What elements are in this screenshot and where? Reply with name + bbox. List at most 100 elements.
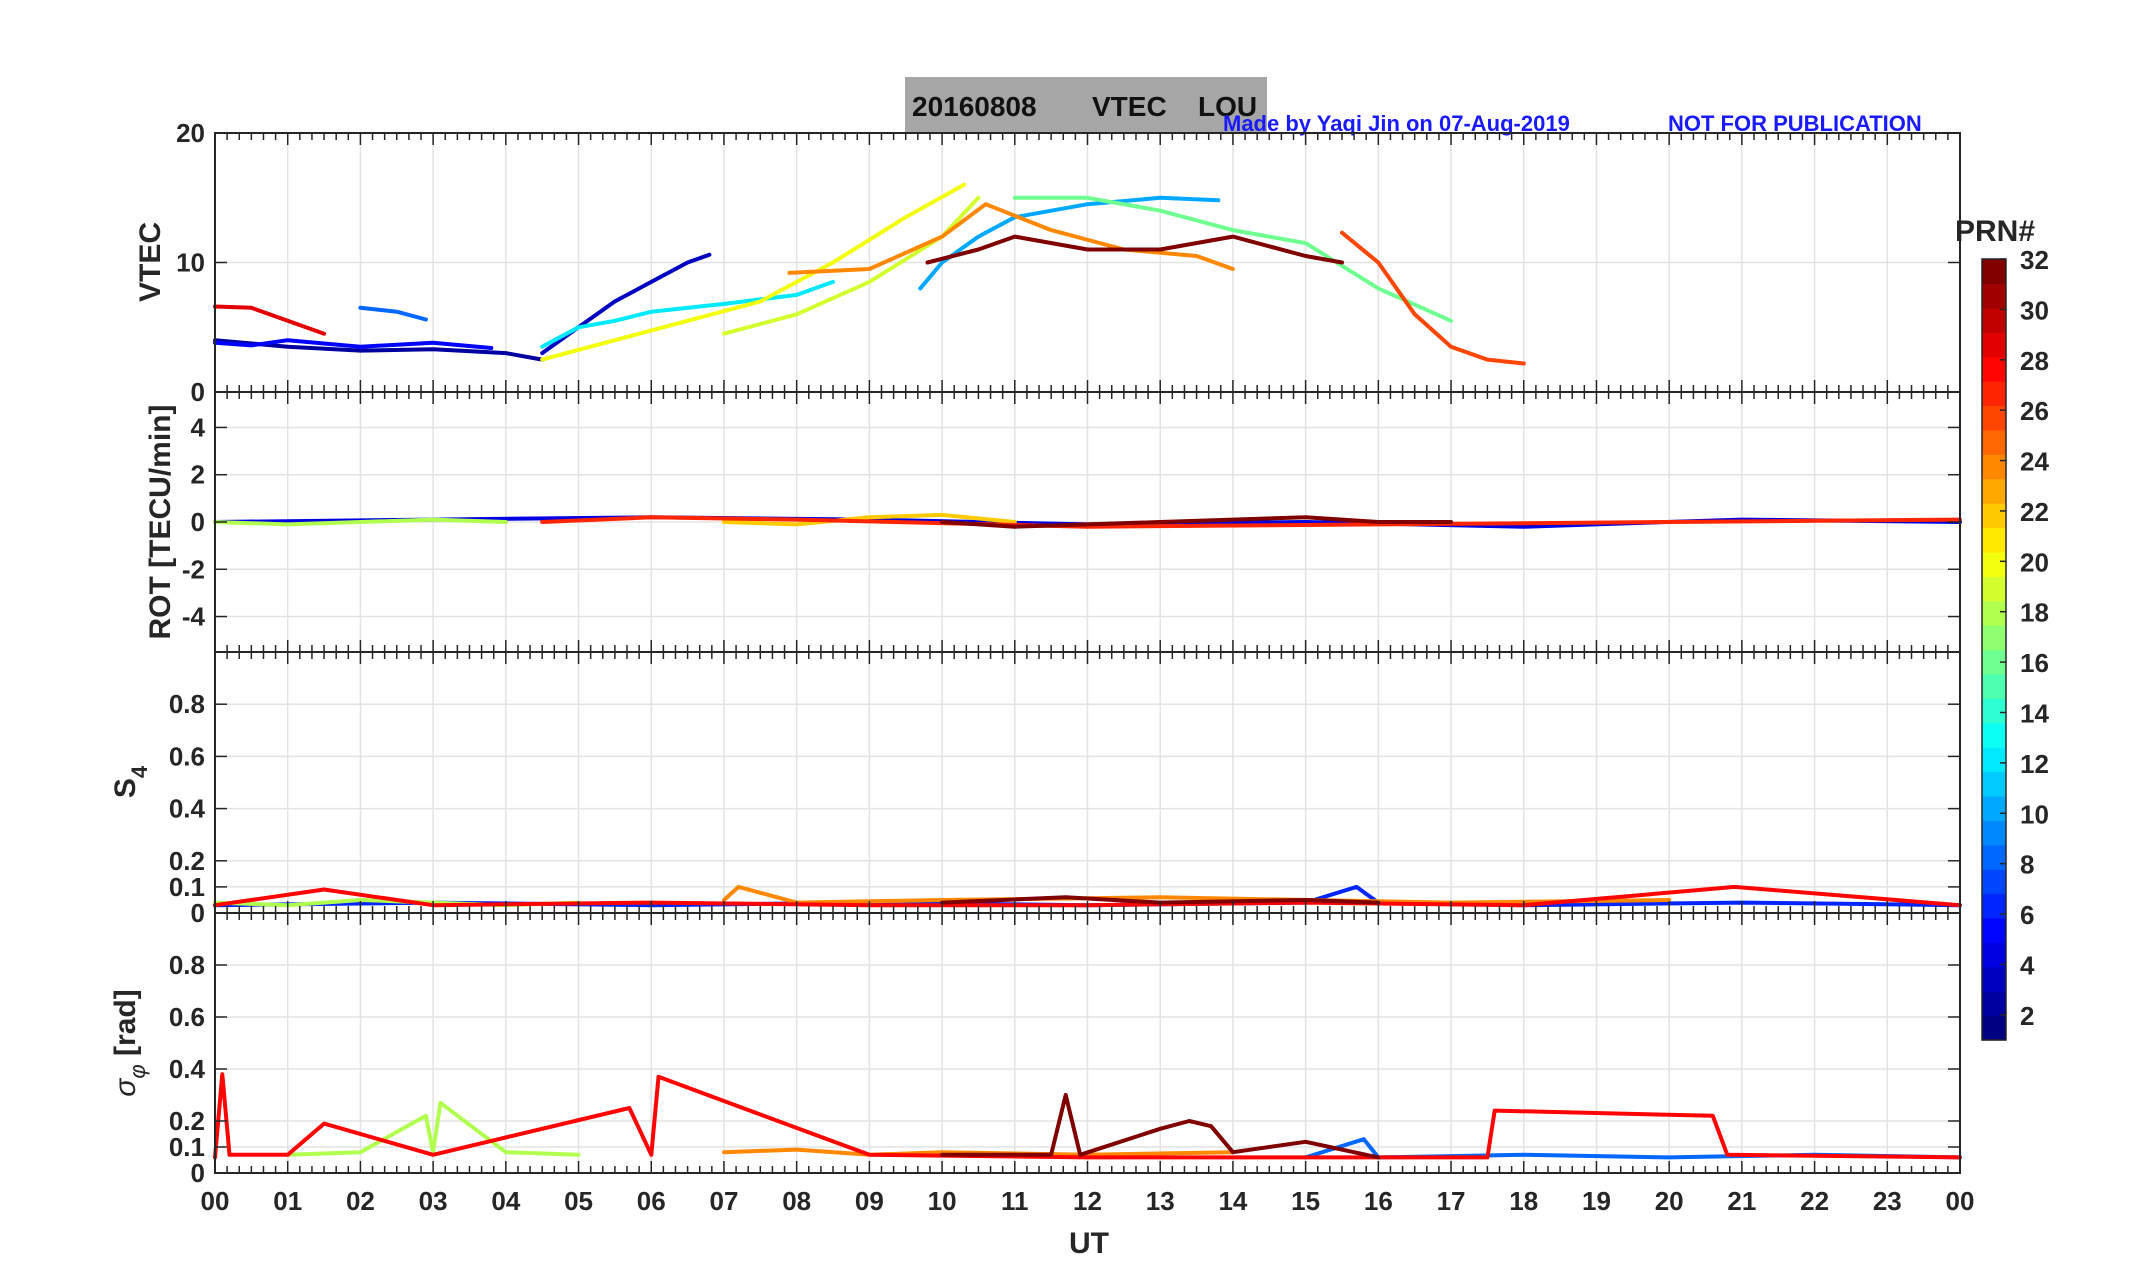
series-line-prn-28	[213, 1072, 1962, 1160]
colorbar-swatch	[1982, 893, 2006, 919]
title-box	[905, 77, 1267, 134]
x-tick-label: 15	[1291, 1186, 1320, 1216]
colorbar-swatch	[1982, 869, 2006, 895]
panel-rot: -4 -2 0 2 4 ROT [TECU/min]	[144, 391, 1962, 653]
colorbar-tick-label: 28	[2020, 346, 2049, 376]
colorbar-swatch	[1982, 942, 2006, 968]
series-line-prn-27	[540, 515, 1962, 529]
y-tick-label: 0.2	[169, 846, 205, 876]
series-line-prn-18	[213, 517, 508, 527]
series-line-prn-28	[213, 884, 1962, 908]
y-tick-label: 0.6	[169, 1002, 205, 1032]
x-tick-label: 05	[564, 1186, 593, 1216]
colorbar-swatch	[1982, 795, 2006, 821]
colorbar-swatch	[1982, 576, 2006, 602]
y-tick-label: 0	[191, 377, 205, 407]
colorbar-tick-label: 30	[2020, 295, 2049, 325]
colorbar-swatch	[1982, 820, 2006, 846]
panel-vtec: 0 10 20 VTEC	[134, 118, 1961, 407]
colorbar-swatch	[1982, 259, 2006, 285]
colorbar-swatch	[1982, 405, 2006, 431]
y-tick-label: 0.1	[169, 1132, 205, 1162]
colorbar-tick-label: 32	[2020, 245, 2049, 275]
colorbar-swatch	[1982, 747, 2006, 773]
colorbar-tick-label: 22	[2020, 497, 2049, 527]
colorbar-swatch	[1982, 1015, 2006, 1041]
x-tick-label: 23	[1873, 1186, 1902, 1216]
colorbar-swatch	[1982, 991, 2006, 1017]
y-tick-label: 0.1	[169, 872, 205, 902]
title-station: LOU	[1198, 91, 1257, 122]
y-axis-label-s4: S4	[109, 765, 152, 798]
colorbar-swatch	[1982, 966, 2006, 992]
x-tick-label: 08	[782, 1186, 811, 1216]
y-tick-label: 10	[176, 248, 205, 278]
series-line-prn-2	[213, 338, 545, 362]
y-tick-label: 0	[191, 898, 205, 928]
colorbar-swatch	[1982, 625, 2006, 651]
series-line-prn-8	[358, 305, 428, 322]
series-line-prn-5	[213, 338, 494, 350]
colorbar-tick-label: 24	[2020, 447, 2049, 477]
x-tick-label: 17	[1437, 1186, 1466, 1216]
colorbar-swatch	[1982, 722, 2006, 748]
x-tick-label: 07	[709, 1186, 738, 1216]
y-tick-label: -2	[182, 554, 205, 584]
series-line-prn-24	[787, 202, 1235, 275]
colorbar-swatch	[1982, 673, 2006, 699]
colorbar-tick-label: 2	[2020, 1001, 2034, 1031]
title-date: 20160808	[912, 91, 1037, 122]
y-tick-label: 0.4	[169, 794, 206, 824]
panel-sigma_phi: 00.10.2 0.4 0.6 0.8 σφ [rad]	[109, 912, 1962, 1188]
y-tick-label: 2	[191, 460, 205, 490]
y-tick-label: 0.4	[169, 1054, 206, 1084]
colorbar-swatch	[1982, 503, 2006, 529]
panel-s4: 00.10.2 0.4 0.6 0.8 S4	[109, 651, 1962, 928]
colorbar-tick-label: 6	[2020, 900, 2034, 930]
x-tick-label: 19	[1582, 1186, 1611, 1216]
colorbar-tick-label: 10	[2020, 799, 2049, 829]
x-tick-label: 18	[1509, 1186, 1538, 1216]
x-tick-label: 16	[1364, 1186, 1393, 1216]
x-tick-label: 09	[855, 1186, 884, 1216]
colorbar-tick-label: 14	[2020, 698, 2049, 728]
x-tick-label: 00	[1946, 1186, 1975, 1216]
y-axis-label-sigma_phi: σφ [rad]	[109, 989, 150, 1096]
colorbar-swatch	[1982, 454, 2006, 480]
x-tick-label: 22	[1800, 1186, 1829, 1216]
x-tick-label: 06	[637, 1186, 666, 1216]
x-tick-label: 10	[928, 1186, 957, 1216]
colorbar-swatch	[1982, 381, 2006, 407]
title-type: VTEC	[1092, 91, 1167, 122]
colorbar-swatch	[1982, 698, 2006, 724]
y-tick-label: 0.8	[169, 950, 205, 980]
colorbar-swatch	[1982, 600, 2006, 626]
x-axis-label: UT	[1069, 1227, 1109, 1260]
colorbar-swatch	[1982, 917, 2006, 943]
x-tick-label: 01	[273, 1186, 302, 1216]
y-axis-label-rot: ROT [TECU/min]	[144, 405, 177, 640]
y-tick-label: 4	[191, 412, 206, 442]
series-line-prn-12	[540, 279, 835, 349]
y-tick-label: 0	[191, 1158, 205, 1188]
colorbar-tick-label: 18	[2020, 598, 2049, 628]
colorbar-tick-label: 4	[2020, 950, 2035, 980]
colorbar-swatch	[1982, 844, 2006, 870]
colorbar-swatch	[1982, 551, 2006, 577]
series-line-prn-20	[540, 182, 966, 362]
colorbar-label: PRN#	[1955, 215, 2035, 248]
x-tick-label: 02	[346, 1186, 375, 1216]
series-line-prn-26	[1340, 230, 1526, 366]
series-line-prn-16	[1012, 195, 1453, 323]
colorbar-swatch	[1982, 307, 2006, 333]
y-tick-label: 0.8	[169, 689, 205, 719]
x-tick-label: 00	[201, 1186, 230, 1216]
colorbar-tick-label: 8	[2020, 850, 2034, 880]
series-line-prn-22	[722, 512, 1017, 527]
x-tick-label: 20	[1655, 1186, 1684, 1216]
colorbar-swatch	[1982, 478, 2006, 504]
x-tick-label: 11	[1001, 1186, 1029, 1216]
colorbar-frame	[1981, 258, 2007, 1041]
disclaimer-note: NOT FOR PUBLICATION	[1668, 111, 1922, 136]
